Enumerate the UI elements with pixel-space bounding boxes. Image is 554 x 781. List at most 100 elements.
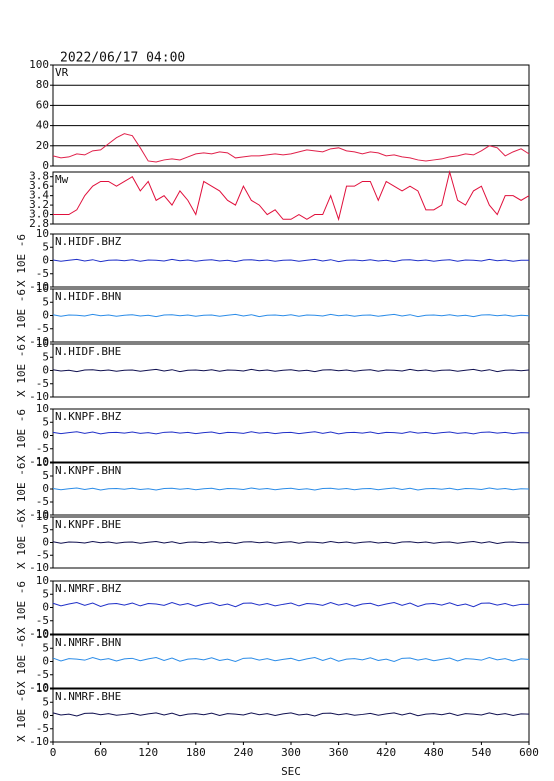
y-tick-label: 0 bbox=[42, 159, 49, 172]
series-line bbox=[53, 170, 530, 222]
y-tick-label: -10 bbox=[29, 735, 49, 748]
series-line bbox=[52, 313, 530, 318]
y-tick-label: 3.6 bbox=[29, 179, 49, 192]
series-label: N.KNPF.BHE bbox=[55, 518, 121, 531]
y-tick-label: -5 bbox=[36, 322, 49, 335]
series-line bbox=[52, 656, 530, 663]
series-label: N.HIDF.BHE bbox=[55, 345, 121, 358]
y-tick-label: 3.8 bbox=[29, 170, 49, 183]
y-axis-label: X 10E -6 bbox=[15, 463, 28, 516]
y-tick-label: -10 bbox=[29, 455, 49, 468]
x-tick-label: 480 bbox=[424, 746, 444, 759]
y-tick-label: -10 bbox=[29, 627, 49, 640]
series-line bbox=[52, 258, 529, 263]
y-tick-label: 100 bbox=[29, 58, 49, 71]
series-label: N.KNPF.BHN bbox=[55, 464, 121, 477]
y-tick-label: -10 bbox=[29, 508, 49, 521]
y-tick-label: 5 bbox=[42, 350, 49, 363]
x-tick-label: 180 bbox=[186, 746, 206, 759]
y-tick-label: -5 bbox=[36, 377, 49, 390]
series-label: N.HIDF.BHZ bbox=[55, 235, 122, 248]
y-tick-label: 10 bbox=[36, 682, 49, 695]
chart-title: 2022/06/17 04:00 bbox=[60, 51, 185, 66]
y-tick-label: 0 bbox=[42, 364, 49, 377]
y-tick-label: 10 bbox=[36, 628, 49, 641]
series-line bbox=[52, 487, 530, 491]
y-tick-label: -10 bbox=[29, 390, 49, 403]
y-tick-label: -5 bbox=[36, 442, 49, 455]
series-line bbox=[52, 368, 530, 373]
y-tick-label: 10 bbox=[36, 282, 49, 295]
y-tick-label: 5 bbox=[42, 695, 49, 708]
y-tick-label: 20 bbox=[36, 139, 49, 152]
y-tick-label: 5 bbox=[42, 469, 49, 482]
y-tick-label: -10 bbox=[29, 280, 49, 293]
y-tick-label: 10 bbox=[36, 456, 49, 469]
y-tick-label: 5 bbox=[42, 415, 49, 428]
y-tick-label: -10 bbox=[29, 681, 49, 694]
x-tick-label: 600 bbox=[519, 746, 539, 759]
y-tick-label: 5 bbox=[42, 240, 49, 253]
series-label: N.HIDF.BHN bbox=[55, 290, 121, 303]
x-tick-label: 120 bbox=[138, 746, 158, 759]
y-tick-label: 0 bbox=[42, 429, 49, 442]
y-tick-label: 0 bbox=[42, 709, 49, 722]
y-tick-label: -5 bbox=[36, 495, 49, 508]
y-tick-label: 10 bbox=[36, 337, 49, 350]
y-axis-label: X 10E -6 bbox=[15, 689, 28, 742]
y-tick-label: 0 bbox=[42, 601, 49, 614]
x-tick-label: 300 bbox=[281, 746, 301, 759]
series-label: Mw bbox=[55, 173, 69, 186]
x-tick-label: 240 bbox=[233, 746, 253, 759]
y-axis-label: X 10E -6 bbox=[15, 344, 28, 397]
x-tick-label: 0 bbox=[50, 746, 57, 759]
x-tick-label: 540 bbox=[471, 746, 491, 759]
y-axis-label: X 10E -6 bbox=[15, 289, 28, 342]
y-axis-label: X 10E -6 bbox=[15, 516, 28, 569]
y-tick-label: -5 bbox=[36, 668, 49, 681]
y-tick-label: 3.0 bbox=[29, 208, 49, 221]
y-tick-label: 5 bbox=[42, 295, 49, 308]
panel-frame bbox=[52, 580, 530, 635]
series-label: N.NMRF.BHZ bbox=[55, 582, 122, 595]
y-tick-label: 0 bbox=[42, 482, 49, 495]
panel-frame bbox=[52, 171, 530, 225]
y-tick-label: 10 bbox=[36, 510, 49, 523]
panel-frame bbox=[52, 343, 530, 398]
y-tick-label: 5 bbox=[42, 587, 49, 600]
y-tick-label: 80 bbox=[36, 78, 49, 91]
x-tick-label: 420 bbox=[376, 746, 396, 759]
series-line bbox=[52, 431, 530, 435]
series-line bbox=[52, 712, 530, 717]
series-label: N.NMRF.BHN bbox=[55, 636, 121, 649]
series-line bbox=[52, 601, 529, 608]
y-axis-label: X 10E -6 bbox=[15, 635, 28, 688]
y-tick-label: 3.2 bbox=[29, 198, 49, 211]
y-tick-label: -5 bbox=[36, 614, 49, 627]
series-label: N.KNPF.BHZ bbox=[55, 410, 122, 423]
y-tick-label: 40 bbox=[36, 119, 49, 132]
series-line bbox=[52, 133, 530, 163]
y-tick-label: 10 bbox=[36, 227, 49, 240]
x-tick-label: 360 bbox=[329, 746, 349, 759]
y-tick-label: 3.4 bbox=[29, 189, 49, 202]
panel-frame bbox=[52, 64, 530, 167]
x-axis-label: SEC bbox=[281, 765, 301, 778]
y-tick-label: -5 bbox=[36, 722, 49, 735]
y-tick-label: 5 bbox=[42, 641, 49, 654]
y-tick-label: 5 bbox=[42, 523, 49, 536]
y-tick-label: 10 bbox=[36, 574, 49, 587]
y-axis-label: X 10E -6 bbox=[15, 234, 28, 287]
series-label: VR bbox=[55, 66, 69, 79]
y-tick-label: 0 bbox=[42, 655, 49, 668]
y-axis-label: X 10E -6 bbox=[15, 409, 28, 462]
y-tick-label: -10 bbox=[29, 335, 49, 348]
y-tick-label: -10 bbox=[29, 561, 49, 574]
y-tick-label: 0 bbox=[42, 254, 49, 267]
y-axis-label: X 10E -6 bbox=[15, 581, 28, 634]
panel-frame bbox=[52, 634, 530, 689]
series-line bbox=[52, 540, 529, 545]
y-tick-label: 2.8 bbox=[29, 217, 49, 230]
